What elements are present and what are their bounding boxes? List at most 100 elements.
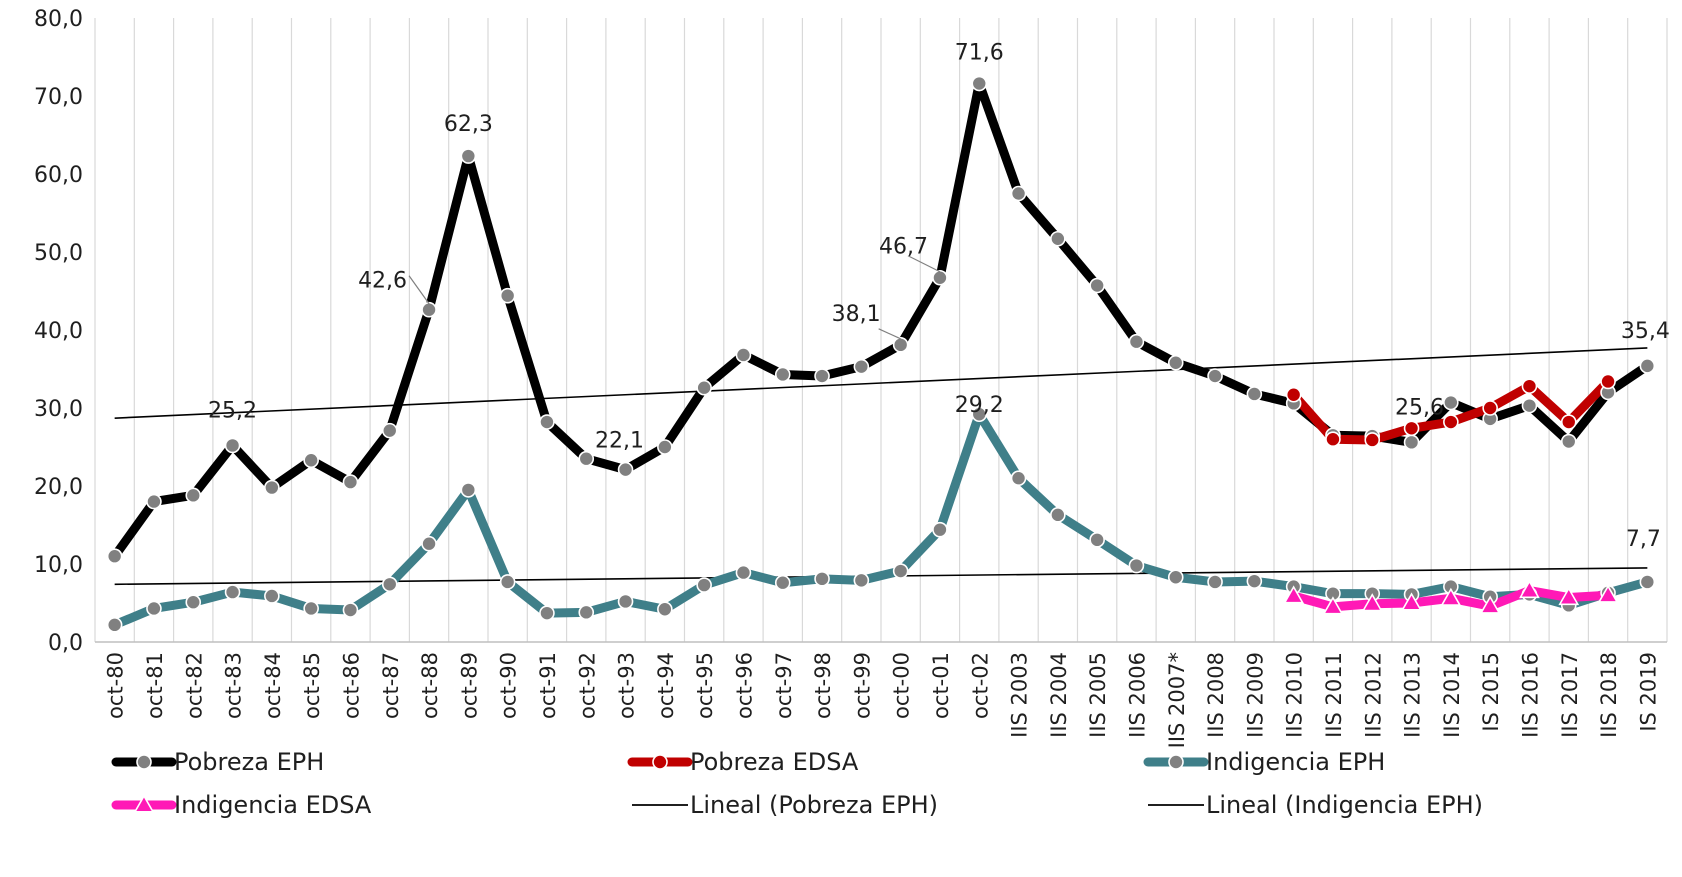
data-point: [1519, 579, 1540, 599]
x-tick-label: oct-80: [104, 652, 128, 719]
x-tick-label: oct-97: [772, 652, 796, 719]
data-point: [539, 414, 555, 430]
x-tick-label: IIS 2013: [1401, 652, 1425, 738]
legend-label: Pobreza EPH: [174, 748, 324, 776]
data-point: [1050, 230, 1066, 247]
data-labels: 25,2 42,6 62,3 22,1 38,1 46,7 71,6 29,2 25,6 35,4…: [208, 41, 1670, 552]
data-point: [185, 594, 202, 611]
data-point: [892, 563, 909, 579]
data-label: 25,2: [208, 398, 257, 423]
legend-label: Lineal (Pobreza EPH): [690, 791, 938, 819]
data-point: [185, 487, 202, 504]
x-tick-label: IIS 2005: [1086, 652, 1110, 738]
x-tick-label: IS 2019: [1636, 652, 1660, 732]
legend-marker: [133, 794, 155, 813]
data-point: [303, 600, 319, 617]
x-tick-label: oct-85: [300, 652, 324, 719]
data-point: [1050, 507, 1066, 523]
data-point: [1246, 573, 1263, 589]
data-point: [853, 358, 870, 375]
data-point: [499, 574, 516, 590]
x-tick-label: oct-82: [182, 652, 206, 719]
data-point: [1597, 584, 1619, 603]
legend-label: Pobreza EDSA: [690, 748, 859, 776]
legend-label: Indigencia EPH: [1206, 748, 1385, 776]
x-tick-label: oct-94: [654, 652, 678, 719]
data-point: [617, 593, 634, 610]
data-point: [264, 588, 280, 604]
legend: Pobreza EPH Pobreza EDSA Indigencia EPH Ind…: [111, 748, 1483, 819]
data-point: [932, 269, 948, 286]
x-tick-label: IIS 2009: [1243, 652, 1267, 738]
label-leader-line: [907, 255, 941, 273]
series-markers: [106, 75, 1656, 633]
x-tick-label: oct-92: [575, 652, 599, 719]
y-tick-label: 30,0: [34, 397, 83, 422]
data-point: [971, 75, 988, 92]
data-point: [1403, 434, 1420, 451]
y-tick-label: 40,0: [34, 319, 83, 344]
data-point: [1207, 368, 1223, 384]
x-tick-label: oct-88: [418, 652, 442, 719]
x-tick-label: IIS 2012: [1361, 652, 1385, 738]
data-point: [774, 366, 791, 383]
data-point: [1325, 431, 1341, 448]
x-tick-label: oct-87: [379, 652, 403, 719]
data-point: [853, 572, 870, 589]
data-point: [1010, 470, 1027, 487]
y-tick-label: 80,0: [34, 7, 83, 32]
data-point: [224, 437, 241, 454]
x-tick-label: IIS 2004: [1047, 652, 1071, 738]
x-tick-label: oct-89: [457, 652, 481, 719]
data-point: [1479, 595, 1501, 614]
data-point: [381, 422, 398, 439]
x-axis: oct-80 oct-81 oct-82 oct-83 oct-84 oct-85 oct-…: [104, 652, 1661, 748]
data-point: [1639, 574, 1656, 590]
data-label: 22,1: [595, 429, 644, 454]
data-point: [1089, 277, 1105, 294]
data-point: [1443, 394, 1459, 411]
x-tick-label: oct-96: [732, 652, 756, 719]
x-tick-label: IIS 2006: [1125, 652, 1149, 738]
x-tick-label: oct-81: [143, 652, 167, 719]
data-point: [1600, 373, 1616, 390]
trendline: [114, 347, 1648, 419]
x-tick-label: oct-99: [850, 652, 874, 719]
x-tick-label: oct-98: [811, 652, 835, 719]
x-tick-label: oct-95: [693, 652, 717, 719]
data-point: [696, 577, 712, 593]
y-tick-label: 20,0: [34, 475, 83, 500]
data-point: [1482, 400, 1498, 416]
x-tick-label: IIS 2007*: [1165, 652, 1189, 748]
data-point: [892, 337, 909, 353]
data-point: [303, 452, 319, 469]
data-point: [1283, 585, 1305, 604]
data-point: [932, 521, 948, 538]
x-tick-label: IIS 2016: [1518, 652, 1542, 738]
data-point: [106, 617, 123, 633]
x-tick-label: IIS 2017: [1558, 652, 1582, 738]
y-tick-label: 70,0: [34, 85, 83, 110]
data-point: [1246, 386, 1263, 402]
data-point: [1167, 569, 1184, 586]
legend-marker: [1168, 754, 1184, 770]
data-point: [696, 379, 712, 396]
data-point: [381, 576, 398, 593]
data-label: 7,7: [1626, 527, 1661, 552]
data-label: 38,1: [832, 302, 881, 327]
data-point: [735, 564, 752, 581]
data-point: [657, 601, 673, 618]
gridlines: [94, 18, 1668, 643]
data-point: [774, 574, 791, 591]
data-point: [1521, 397, 1538, 414]
legend-label: Indigencia EDSA: [174, 791, 372, 819]
data-point: [1167, 354, 1184, 371]
data-point: [106, 548, 123, 565]
y-axis: 0,0 10,0 20,0 30,0 40,0 50,0 60,0 70,0 80,0: [34, 7, 83, 656]
data-point: [1440, 587, 1462, 606]
x-tick-label: IIS 2008: [1204, 652, 1228, 738]
data-point: [1521, 378, 1538, 394]
y-tick-label: 50,0: [34, 241, 83, 266]
